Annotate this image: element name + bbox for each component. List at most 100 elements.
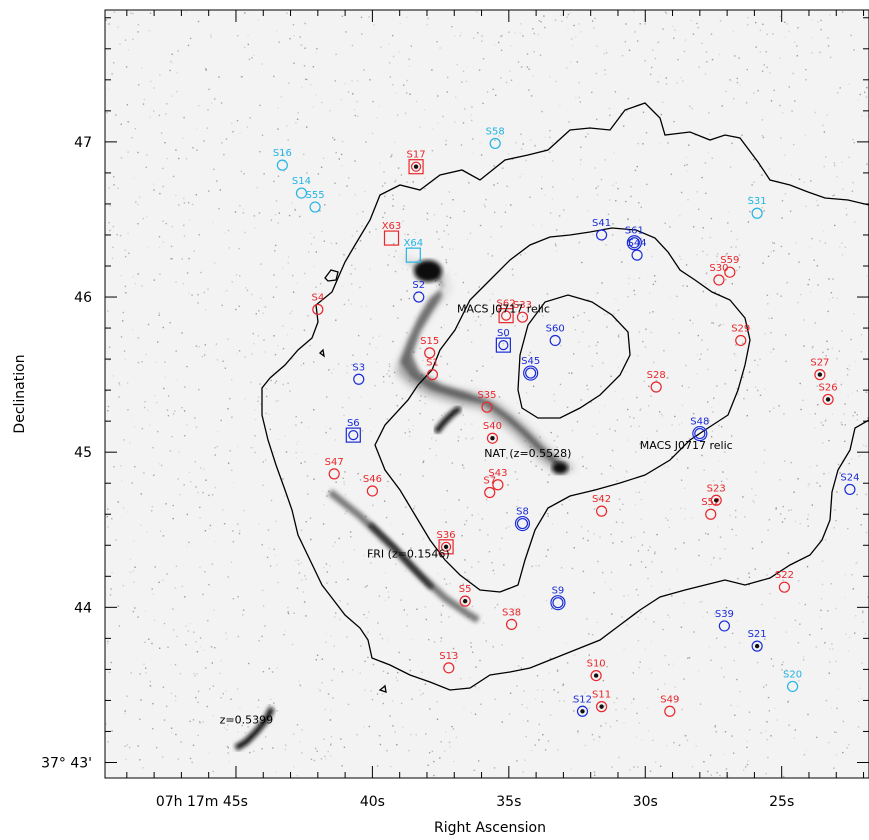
noise-speck — [588, 319, 590, 322]
noise-speck — [836, 176, 838, 178]
source-marker-s14[interactable]: S14 — [292, 176, 311, 199]
noise-speck — [366, 633, 368, 635]
noise-speck — [722, 753, 725, 756]
source-marker-s45[interactable]: S45 — [521, 356, 540, 381]
source-marker-s36[interactable]: S36 — [437, 530, 456, 555]
source-marker-s11[interactable]: S11 — [592, 690, 611, 713]
noise-speck — [841, 424, 843, 426]
source-marker-s31[interactable]: S31 — [748, 196, 767, 219]
noise-speck — [482, 58, 485, 60]
noise-speck — [634, 31, 636, 33]
source-marker-s13[interactable]: S13 — [439, 651, 458, 674]
noise-speck — [534, 744, 536, 746]
noise-speck — [766, 33, 768, 36]
source-marker-s1[interactable]: S1 — [426, 358, 439, 381]
source-marker-s59[interactable]: S59 — [720, 255, 739, 278]
source-marker-s5[interactable]: S5 — [459, 584, 472, 607]
circle-marker — [440, 541, 452, 552]
noise-speck — [440, 612, 442, 614]
circle-marker — [505, 618, 518, 631]
source-marker-x64[interactable]: X64 — [404, 238, 424, 263]
source-marker-s16[interactable]: S16 — [273, 148, 292, 171]
source-marker-s39[interactable]: S39 — [715, 609, 734, 632]
noise-speck — [158, 114, 161, 117]
source-marker-s20[interactable]: S20 — [783, 669, 802, 693]
noise-speck — [394, 731, 396, 733]
noise-speck — [380, 541, 382, 544]
noise-speck — [766, 66, 768, 69]
source-marker-s0[interactable]: S0 — [495, 328, 511, 353]
noise-speck — [761, 206, 764, 209]
noise-speck — [244, 398, 246, 400]
source-marker-s26[interactable]: S26 — [819, 382, 838, 406]
source-marker-s62[interactable]: S62 — [497, 299, 516, 324]
source-marker-s43[interactable]: S43 — [488, 468, 507, 491]
source-marker-s49[interactable]: S49 — [660, 694, 679, 717]
noise-speck — [277, 439, 279, 441]
noise-speck — [277, 400, 279, 402]
noise-speck — [157, 430, 159, 433]
source-marker-s44[interactable]: S44 — [628, 238, 647, 261]
source-marker-s12[interactable]: S12 — [573, 694, 592, 717]
source-marker-s42[interactable]: S42 — [592, 494, 611, 517]
source-marker-s30[interactable]: S30 — [709, 263, 728, 286]
source-marker-s2[interactable]: S2 — [412, 280, 425, 303]
noise-speck — [723, 676, 725, 678]
noise-speck — [465, 80, 468, 83]
noise-speck — [689, 319, 691, 321]
noise-speck — [251, 293, 253, 296]
source-marker-s4[interactable]: S4 — [311, 292, 324, 316]
noise-speck — [329, 719, 332, 721]
noise-speck — [682, 80, 684, 82]
source-marker-s21[interactable]: S21 — [748, 629, 767, 652]
source-marker-s6[interactable]: S6 — [345, 418, 361, 443]
source-marker-s23[interactable]: S23 — [707, 483, 726, 506]
noise-speck — [210, 646, 213, 648]
noise-speck — [517, 61, 520, 63]
source-marker-s28[interactable]: S28 — [647, 370, 666, 393]
noise-speck — [619, 508, 621, 511]
source-marker-x63[interactable]: X63 — [382, 221, 402, 246]
noise-speck — [780, 137, 782, 139]
source-marker-s41[interactable]: S41 — [592, 218, 611, 241]
source-marker-s38[interactable]: S38 — [502, 607, 521, 631]
source-marker-s60[interactable]: S60 — [546, 323, 565, 347]
source-marker-s29[interactable]: S29 — [731, 323, 750, 347]
source-marker-s55[interactable]: S55 — [306, 190, 325, 213]
noise-speck — [633, 766, 635, 768]
source-marker-s40[interactable]: S40 — [483, 421, 502, 444]
source-marker-s61[interactable]: S61 — [625, 226, 644, 251]
source-marker-s35[interactable]: S35 — [477, 390, 497, 413]
source-marker-s46[interactable]: S46 — [363, 474, 382, 497]
noise-speck — [300, 421, 303, 424]
noise-speck — [503, 309, 506, 312]
noise-speck — [227, 752, 229, 754]
source-marker-s15[interactable]: S15 — [420, 336, 439, 359]
noise-speck — [523, 595, 526, 597]
source-marker-s47[interactable]: S47 — [325, 457, 344, 480]
source-marker-s22[interactable]: S22 — [775, 570, 794, 593]
source-marker-s58[interactable]: S58 — [486, 126, 505, 150]
noise-speck — [169, 450, 172, 452]
noise-speck — [685, 156, 687, 159]
noise-speck — [854, 411, 856, 414]
noise-speck — [744, 516, 746, 518]
source-marker-s52[interactable]: S52 — [701, 497, 720, 520]
source-marker-s3[interactable]: S3 — [352, 362, 365, 385]
source-marker-s10[interactable]: S10 — [587, 659, 606, 682]
source-label: S15 — [420, 336, 439, 347]
source-marker-s9[interactable]: S9 — [550, 586, 566, 611]
source-marker-s8[interactable]: S8 — [514, 507, 531, 532]
source-marker-s27[interactable]: S27 — [810, 358, 829, 381]
source-marker-s48[interactable]: S48 — [690, 417, 709, 442]
noise-speck — [244, 46, 246, 49]
noise-speck — [115, 114, 117, 116]
noise-speck — [548, 672, 550, 674]
source-marker-s24[interactable]: S24 — [840, 472, 859, 496]
noise-speck — [612, 234, 614, 236]
noise-speck — [593, 508, 596, 510]
noise-speck — [451, 651, 453, 654]
source-marker-s33[interactable]: S33 — [513, 300, 532, 323]
source-marker-s17[interactable]: S17 — [407, 150, 426, 175]
source-marker-s7[interactable]: S7 — [483, 476, 496, 499]
